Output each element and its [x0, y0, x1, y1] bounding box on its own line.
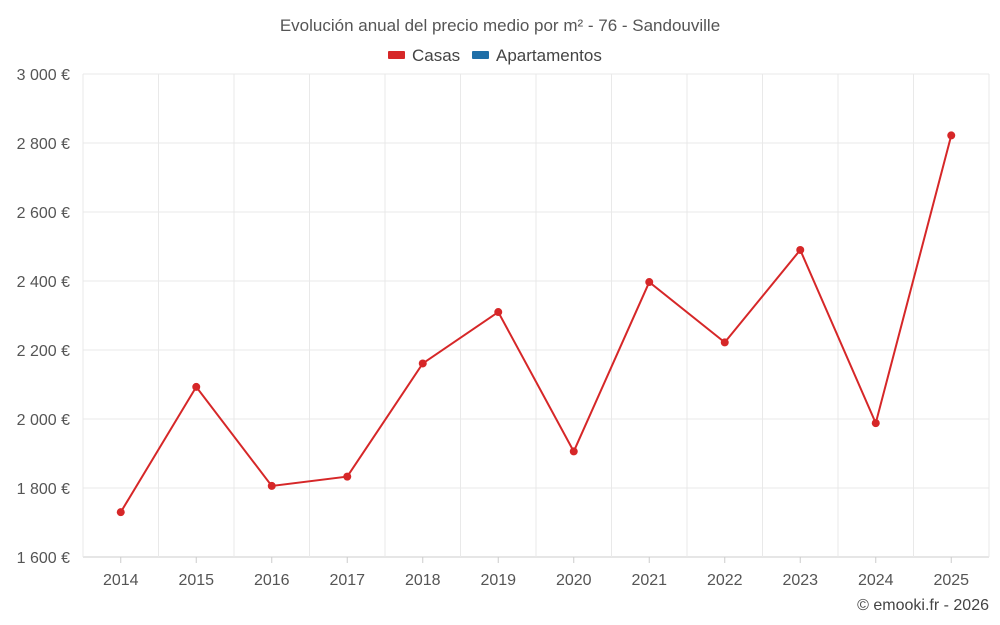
x-tick-label: 2017	[329, 572, 365, 589]
data-point[interactable]	[418, 359, 427, 368]
data-point[interactable]	[192, 382, 201, 391]
data-point[interactable]	[116, 508, 125, 517]
x-tick-label: 2019	[480, 572, 516, 589]
data-point[interactable]	[720, 338, 729, 347]
y-tick-label: 2 000 €	[17, 412, 70, 429]
y-axis: 1 600 € 1 800 € 2 000 € 2 200 € 2 400 € 2 600…	[17, 67, 70, 567]
legend-label: Apartamentos	[496, 46, 602, 65]
series-line	[119, 135, 953, 513]
y-tick-label: 2 400 €	[17, 274, 70, 291]
credit-text: © emooki.fr - 2026	[857, 597, 989, 614]
y-tick-label: 2 600 €	[17, 205, 70, 222]
legend-label: Casas	[412, 46, 460, 65]
legend: Casas Apartamentos	[388, 46, 602, 65]
data-point[interactable]	[871, 419, 880, 428]
data-point[interactable]	[947, 131, 956, 140]
x-tick-label: 2025	[933, 572, 969, 589]
y-tick-label: 1 800 €	[17, 481, 70, 498]
y-tick-label: 3 000 €	[17, 67, 70, 84]
data-point[interactable]	[494, 308, 503, 317]
grid	[82, 73, 990, 558]
data-point[interactable]	[796, 245, 805, 254]
x-tick-label: 2016	[254, 572, 290, 589]
x-tick-label: 2024	[858, 572, 894, 589]
x-tick-label: 2018	[405, 572, 441, 589]
x-tick-label: 2014	[103, 572, 139, 589]
x-tick-label: 2015	[178, 572, 214, 589]
data-point[interactable]	[267, 481, 276, 490]
legend-swatch	[472, 51, 489, 59]
legend-item[interactable]: Apartamentos	[472, 46, 602, 65]
x-axis: 2014 2015 2016 2017 2018 2019 2020 2021 2022 2023…	[103, 557, 969, 589]
y-tick-label: 1 600 €	[17, 550, 70, 567]
y-tick-label: 2 200 €	[17, 343, 70, 360]
legend-swatch	[388, 51, 405, 59]
data-point[interactable]	[343, 472, 352, 481]
x-tick-label: 2021	[631, 572, 667, 589]
data-point[interactable]	[569, 447, 578, 456]
series-layer	[116, 131, 956, 517]
chart-title: Evolución anual del precio medio por m² …	[280, 16, 720, 35]
y-tick-label: 2 800 €	[17, 136, 70, 153]
x-tick-label: 2023	[782, 572, 818, 589]
data-point[interactable]	[645, 278, 654, 287]
x-tick-label: 2020	[556, 572, 592, 589]
legend-item[interactable]: Casas	[388, 46, 460, 65]
x-tick-label: 2022	[707, 572, 743, 589]
